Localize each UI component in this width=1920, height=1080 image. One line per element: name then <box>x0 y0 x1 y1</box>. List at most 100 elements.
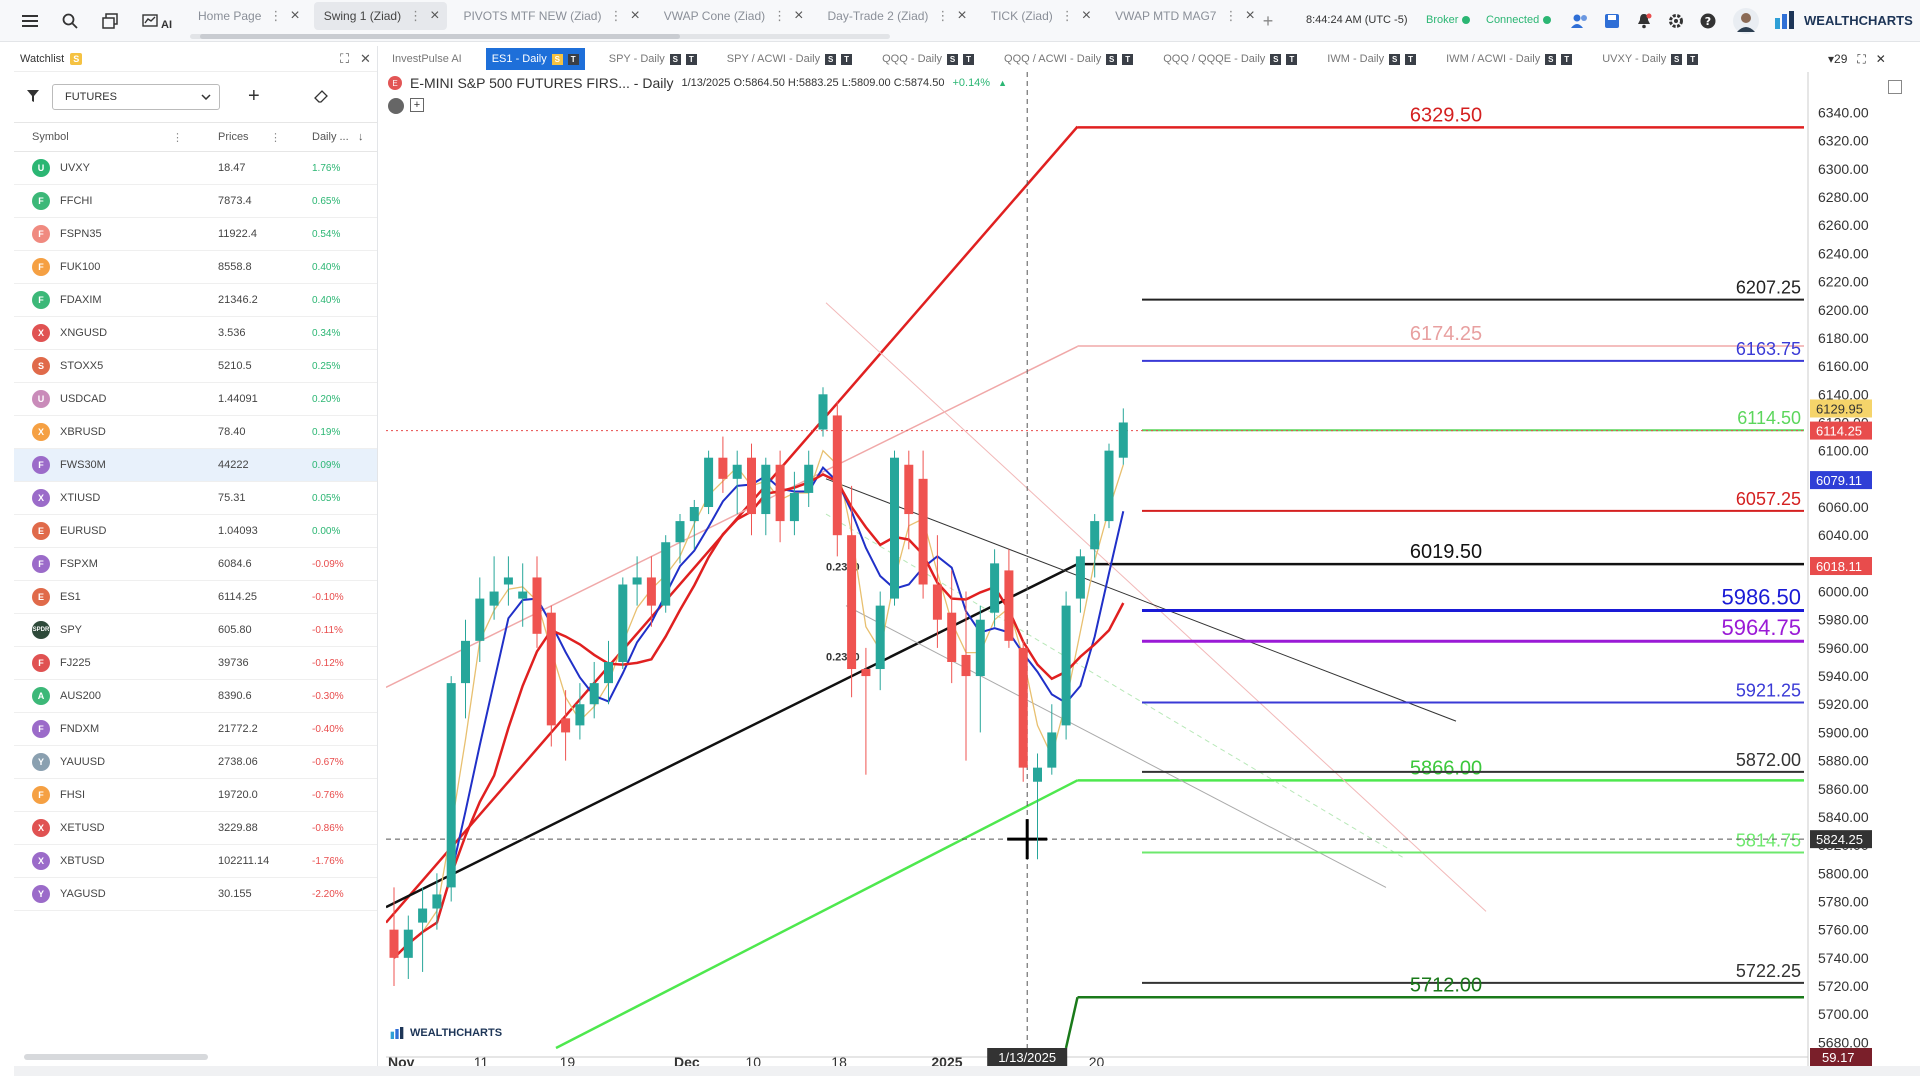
settings-gear-icon[interactable] <box>1664 9 1688 33</box>
expand-chart-icon[interactable]: ⛶ <box>1857 51 1866 66</box>
close-tab-icon[interactable]: × <box>1081 7 1092 24</box>
watchlist-title: Watchlist <box>20 52 65 65</box>
chart-tab[interactable]: SPY - Daily S T <box>603 48 703 70</box>
watchlist-row[interactable]: F FUK100 8558.8 0.40% <box>14 251 377 284</box>
close-tab-icon[interactable]: × <box>430 7 440 24</box>
watchlist-row[interactable]: X XBTUSD 102211.14 -1.76% <box>14 845 377 878</box>
watchlist-row[interactable]: F FJ225 39736 -0.12% <box>14 647 377 680</box>
add-indicator-icon[interactable]: + <box>410 98 424 112</box>
watchlist-scrollbar[interactable] <box>24 1054 208 1060</box>
column-prices[interactable]: Prices <box>218 131 249 143</box>
tab-menu-icon[interactable]: ⋮ <box>1060 8 1074 23</box>
layout-tab[interactable]: TICK (Ziad) ⋮ × <box>981 2 1099 30</box>
chart-tab[interactable]: SPY / ACWI - Daily S T <box>721 48 858 70</box>
tab-menu-icon[interactable]: ⋮ <box>773 8 787 23</box>
chart-tab[interactable]: QQQ - Daily S T <box>876 48 980 70</box>
candle-body <box>990 563 1000 613</box>
close-tab-icon[interactable]: × <box>1245 7 1255 24</box>
layout-tab[interactable]: Day-Trade 2 (Ziad) ⋮ × <box>818 2 975 30</box>
close-watchlist-icon[interactable]: ✕ <box>360 50 371 66</box>
close-tab-icon[interactable]: × <box>630 7 640 24</box>
chart-area[interactable]: 6340.00 6320.00 6300.00 6280.00 6260.00 6240.… <box>385 72 1920 1070</box>
settings-wheel-icon[interactable] <box>388 98 404 114</box>
price-tick-label: 6140.00 <box>1818 386 1869 402</box>
watchlist-row[interactable]: E ES1 6114.25 -0.10% <box>14 581 377 614</box>
watchlist-row[interactable]: X XBRUSD 78.40 0.19% <box>14 416 377 449</box>
watchlist-row[interactable]: X XETUSD 3229.88 -0.86% <box>14 812 377 845</box>
watchlist-row[interactable]: F FWS30M 44222 0.09% <box>14 449 377 482</box>
candle-body <box>975 619 985 677</box>
close-tab-icon[interactable]: × <box>957 7 967 24</box>
watchlist-row[interactable]: F FHSI 19720.0 -0.76% <box>14 779 377 812</box>
ai-chart-icon[interactable]: AI <box>140 9 174 33</box>
price-tick-label: 6040.00 <box>1818 527 1869 543</box>
watchlist-row[interactable]: U UVXY 18.47 1.76% <box>14 152 377 185</box>
chart-tab[interactable]: QQQ / QQQE - Daily S T <box>1157 48 1303 70</box>
watchlist-row[interactable]: U USDCAD 1.44091 0.20% <box>14 383 377 416</box>
price-chart[interactable]: 6340.00 6320.00 6300.00 6280.00 6260.00 6240.… <box>385 72 1920 1070</box>
search-icon[interactable] <box>58 9 82 33</box>
tabs-dropdown[interactable]: ▾29 <box>1828 52 1848 66</box>
tab-menu-icon[interactable]: ⋮ <box>1224 8 1238 23</box>
close-chart-icon[interactable]: ✕ <box>1875 52 1886 66</box>
tab-menu-icon[interactable]: ⋮ <box>936 8 950 23</box>
add-symbol-icon[interactable]: + <box>248 85 260 107</box>
menu-icon[interactable] <box>18 9 42 33</box>
watchlist-row[interactable]: Y YAUUSD 2738.06 -0.67% <box>14 746 377 779</box>
add-tab-icon[interactable]: + <box>1262 10 1274 31</box>
chart-tab[interactable]: InvestPulse AI <box>386 48 468 70</box>
watchlist-row[interactable]: Y YAGUSD 30.155 -2.20% <box>14 878 377 911</box>
close-tab-icon[interactable]: × <box>794 7 804 24</box>
watchlist-row[interactable]: X XTIUSD 75.31 0.05% <box>14 482 377 515</box>
watchlist-row[interactable]: S STOXX5 5210.5 0.25% <box>14 350 377 383</box>
chart-tab[interactable]: UVXY - Daily S T <box>1596 48 1704 70</box>
eraser-icon[interactable] <box>314 89 329 107</box>
layout-tab[interactable]: PIVOTS MTF NEW (Ziad) ⋮ × <box>453 2 647 30</box>
column-menu-icon[interactable]: ⋮ <box>270 131 281 144</box>
users-icon[interactable] <box>1568 9 1592 33</box>
help-icon[interactable]: ? <box>1696 9 1720 33</box>
close-tab-icon[interactable]: × <box>290 7 300 24</box>
symbol-name: FJ225 <box>60 657 91 669</box>
expand-icon[interactable]: ⛶ <box>340 50 350 66</box>
layout-tab[interactable]: VWAP Cone (Ziad) ⋮ × <box>654 2 812 30</box>
save-icon[interactable] <box>1600 9 1624 33</box>
layouts-icon[interactable] <box>98 9 122 33</box>
filter-icon[interactable] <box>26 89 40 106</box>
layout-tab[interactable]: Home Page ⋮ × <box>188 2 308 30</box>
panel-toggle-icon[interactable] <box>1888 80 1902 94</box>
watchlist-row[interactable]: F FSPXM 6084.6 -0.09% <box>14 548 377 581</box>
watchlist-row[interactable]: F FNDXM 21772.2 -0.40% <box>14 713 377 746</box>
column-daily-change[interactable]: Daily ... <box>312 131 349 143</box>
tab-menu-icon[interactable]: ⋮ <box>269 8 283 23</box>
candle-body <box>532 577 542 634</box>
tab-menu-icon[interactable]: ⋮ <box>609 8 623 23</box>
watchlist-row[interactable]: F FSPN35 11922.4 0.54% <box>14 218 377 251</box>
column-menu-icon[interactable]: ⋮ <box>172 131 183 144</box>
tab-menu-icon[interactable]: ⋮ <box>409 8 423 23</box>
watchlist-row[interactable]: F FFCHI 7873.4 0.65% <box>14 185 377 218</box>
watchlist-filter-select[interactable]: FUTURES <box>52 84 220 110</box>
watchlist-row[interactable]: SPDR SPY 605.80 -0.11% <box>14 614 377 647</box>
tabs-scrollbar[interactable] <box>190 34 890 39</box>
layout-tab[interactable]: Swing 1 (Ziad) ⋮ × <box>313 2 448 30</box>
symbol-logo-icon: Y <box>32 885 50 903</box>
layout-tab[interactable]: VWAP MTD MAG7 ⋮ × <box>1105 2 1263 30</box>
price-tick-label: 6160.00 <box>1818 358 1869 374</box>
symbol-logo-icon: X <box>32 489 50 507</box>
chart-tab[interactable]: QQQ / ACWI - Daily S T <box>998 48 1139 70</box>
watchlist-row[interactable]: F FDAXIM 21346.2 0.40% <box>14 284 377 317</box>
broker-status[interactable]: Broker <box>1426 14 1471 26</box>
sort-desc-icon[interactable]: ↓ <box>358 131 364 143</box>
watchlist-row[interactable]: X XNGUSD 3.536 0.34% <box>14 317 377 350</box>
symbol-daily-change: 0.09% <box>312 459 341 471</box>
notifications-icon[interactable] <box>1632 9 1656 33</box>
chart-tab[interactable]: ES1 - Daily S T <box>485 48 585 70</box>
chart-tab[interactable]: IWM / ACWI - Daily S T <box>1440 48 1578 70</box>
user-avatar[interactable] <box>1732 7 1760 35</box>
watchlist-row[interactable]: A AUS200 8390.6 -0.30% <box>14 680 377 713</box>
watchlist-row[interactable]: E EURUSD 1.04093 0.00% <box>14 515 377 548</box>
chart-tab[interactable]: IWM - Daily S T <box>1321 48 1422 70</box>
chart-bottom-scrollbar[interactable] <box>14 1066 1920 1076</box>
column-symbol[interactable]: Symbol <box>32 131 69 143</box>
